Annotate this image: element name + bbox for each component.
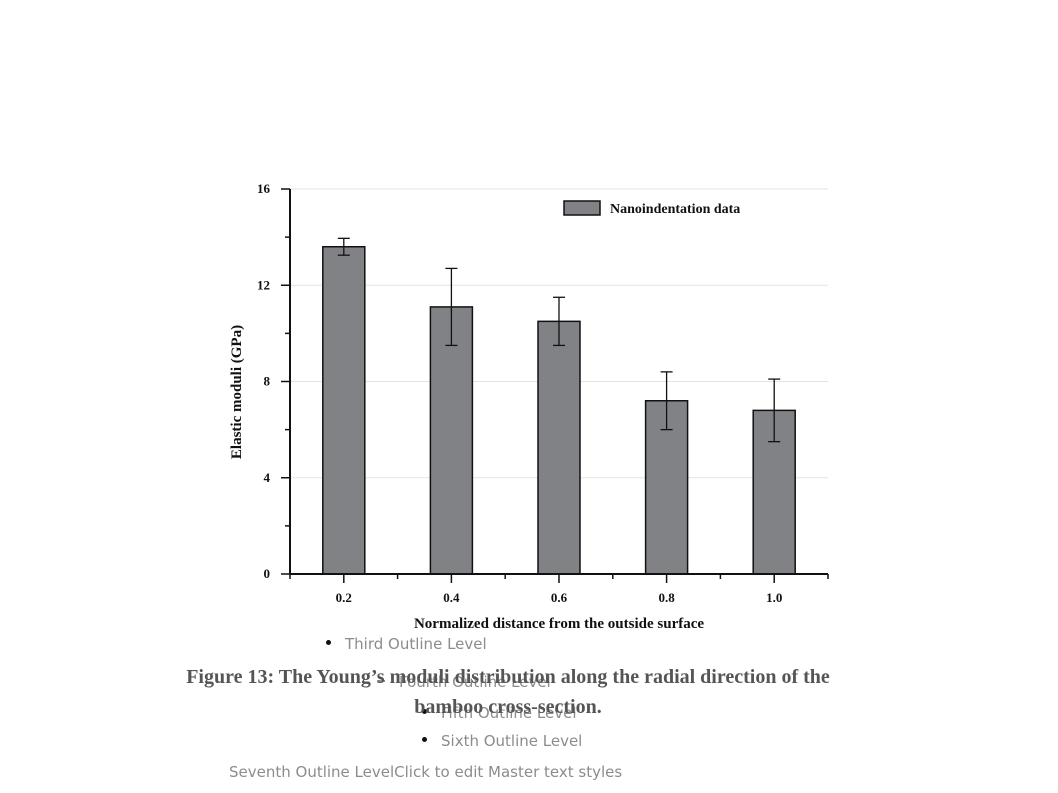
outline-sixth-text: Sixth Outline Level [441, 732, 583, 750]
y-tick-label: 12 [257, 277, 270, 292]
axes [281, 188, 829, 583]
outline-seventh-text: Seventh Outline LevelClick to edit Maste… [229, 763, 623, 781]
y-axis-label: Elastic moduli (GPa) [229, 325, 245, 459]
legend: Nanoindentation data [563, 200, 740, 217]
x-axis-label: Normalized distance from the outside sur… [414, 616, 704, 632]
bar [429, 306, 474, 575]
bullet-icon [326, 640, 331, 645]
y-tick-label: 4 [264, 470, 271, 485]
outline-seventh: Seventh Outline LevelClick to edit Maste… [229, 763, 622, 781]
bullet-icon [422, 737, 427, 742]
outline-fifth-text: Fifth Outline Level [441, 704, 577, 722]
outline-third-text: Third Outline Level [345, 635, 487, 653]
outline-fourth: Fourth Outline Level [378, 673, 551, 691]
x-tick-label: 0.8 [658, 590, 675, 605]
x-tick-label: 0.2 [336, 590, 352, 605]
legend-label: Nanoindentation data [610, 202, 740, 217]
bar [752, 409, 796, 575]
bullet-icon [422, 709, 427, 714]
outline-fourth-text: Fourth Outline Level [399, 673, 551, 691]
bar [537, 320, 581, 575]
outline-sixth: Sixth Outline Level [422, 732, 582, 750]
y-tick-label: 8 [264, 374, 271, 389]
caption-line-1: Figure 13: The Young’s moduli distributi… [186, 666, 830, 688]
bars [322, 246, 796, 575]
figure-caption: Figure 13: The Young’s moduli distributi… [90, 662, 926, 722]
x-tick-label: 0.4 [443, 590, 460, 605]
y-tick-label: 16 [257, 181, 271, 196]
outline-fifth: Fifth Outline Level [422, 704, 577, 722]
caption-line-2: bamboo cross-section. [414, 696, 602, 718]
outline-third: Third Outline Level [326, 635, 487, 653]
bar [322, 246, 366, 575]
bullet-icon [378, 679, 385, 682]
x-tick-label: 0.6 [551, 590, 568, 605]
x-tick-label: 1.0 [766, 590, 782, 605]
y-tick-label: 0 [264, 566, 271, 581]
tick-labels: 0.2 0.4 0.6 0.8 1.0 0 4 8 12 16 [257, 181, 782, 605]
legend-swatch [563, 200, 601, 216]
error-bars [337, 237, 781, 443]
